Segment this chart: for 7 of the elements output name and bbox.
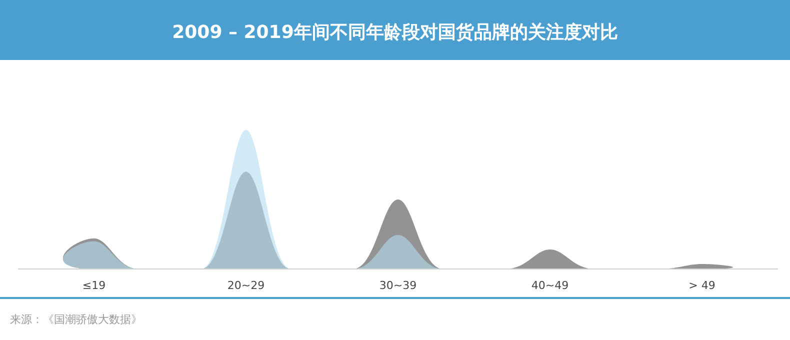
x-tick-label: 40~49 [531, 279, 569, 292]
x-tick-label: ≤19 [82, 279, 106, 292]
x-tick-label: 30~39 [379, 279, 417, 292]
x-tick-label: > 49 [688, 279, 716, 292]
chart-title: 2009 – 2019年间不同年龄段对国货品牌的关注度对比 [172, 22, 618, 43]
source-note: 来源：《国潮骄傲大数据》 [10, 313, 142, 326]
x-tick-label: 20~29 [227, 279, 265, 292]
